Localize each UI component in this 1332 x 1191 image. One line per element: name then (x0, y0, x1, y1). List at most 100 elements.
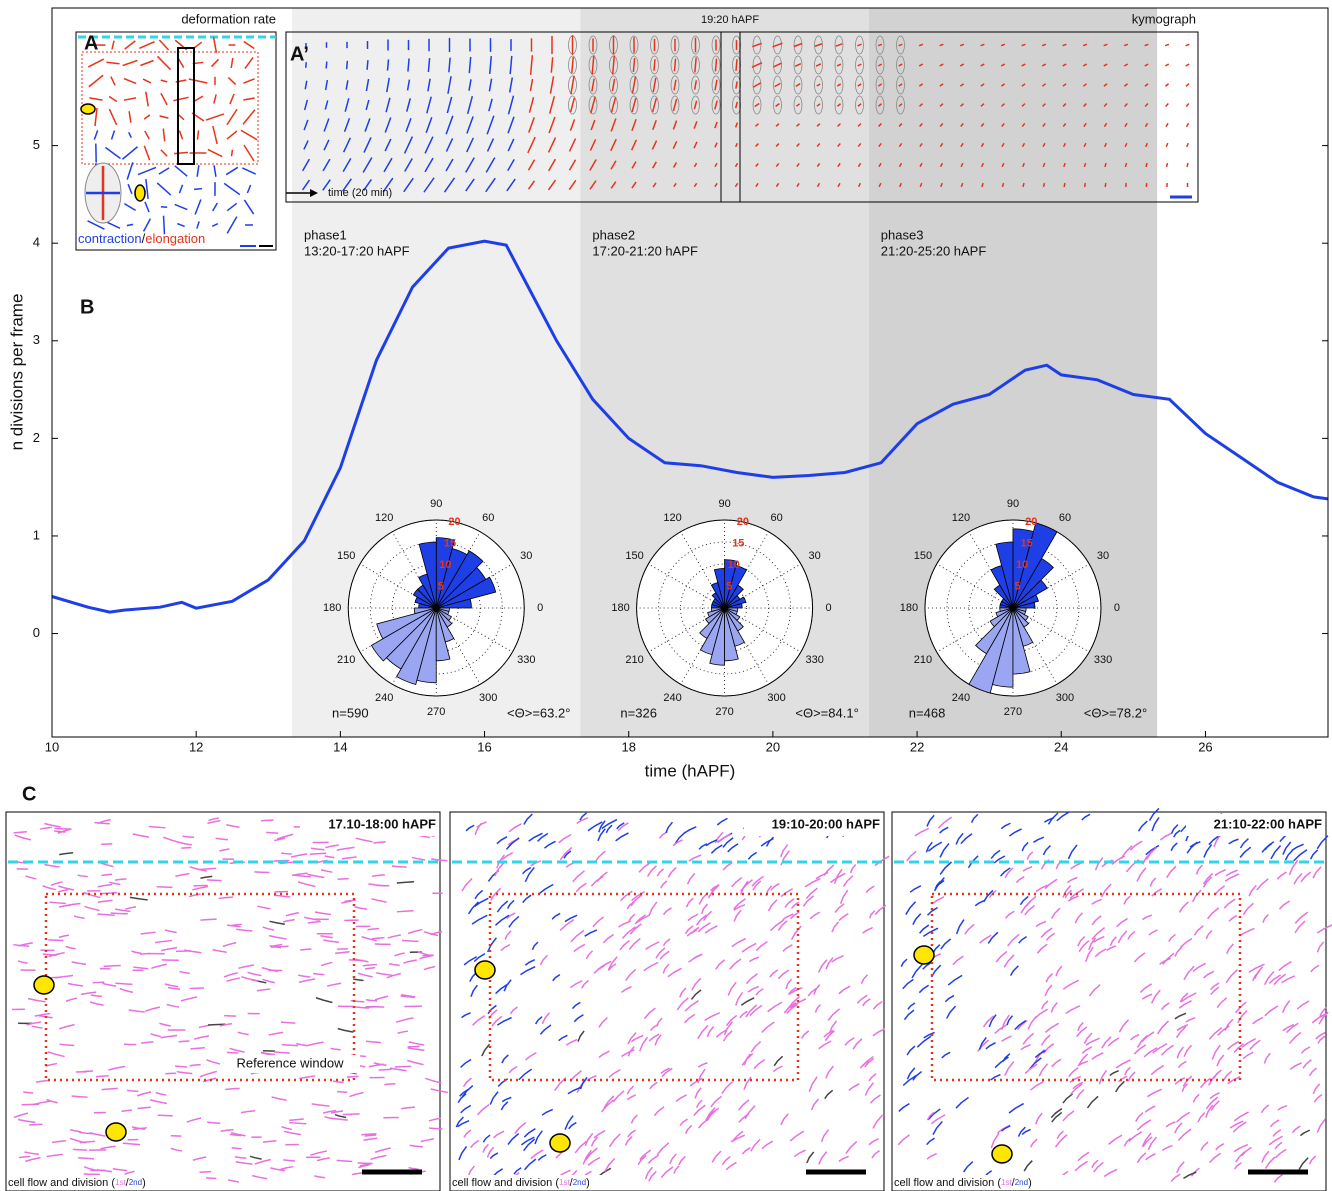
flow-track (675, 1094, 687, 1103)
flow-track (912, 913, 922, 925)
strain-glyph (548, 116, 556, 134)
flow-track (54, 827, 72, 830)
flow-track (364, 1134, 377, 1137)
deformation-glyph (124, 202, 136, 212)
strain-ellipse (752, 95, 762, 115)
strain-glyph (836, 83, 842, 87)
deformation-glyph (213, 94, 217, 104)
flow-track (95, 1075, 109, 1078)
strain-glyph (1144, 83, 1149, 87)
deformation-glyph (110, 76, 116, 86)
flow-track (500, 1101, 509, 1111)
flow-track (617, 822, 629, 831)
flow-track (522, 866, 532, 875)
flow-track (554, 1077, 567, 1091)
panel-a-title: deformation rate (181, 11, 276, 26)
flow-track (384, 1083, 396, 1086)
strain-glyph (939, 142, 944, 148)
flow-track (1203, 970, 1215, 979)
flow-track (235, 1160, 253, 1165)
flow-track (1217, 1025, 1230, 1036)
flow-track (601, 818, 618, 830)
strain-glyph (550, 57, 554, 73)
flow-track (685, 897, 694, 908)
strain-glyph (796, 182, 800, 188)
flow-track (323, 939, 340, 944)
strain-glyph (857, 83, 862, 87)
flow-track (940, 938, 952, 950)
strain-glyph (1186, 162, 1189, 168)
strain-glyph (423, 177, 435, 193)
flow-track (829, 872, 846, 884)
flow-track (952, 955, 964, 966)
flow-track (501, 852, 514, 861)
flow-track (988, 889, 997, 899)
flow-track (715, 1028, 728, 1038)
strain-glyph (898, 63, 903, 67)
flow-track (161, 946, 178, 952)
strain-glyph (363, 179, 372, 191)
strain-glyph (878, 142, 882, 148)
strain-glyph (1083, 182, 1087, 188)
strain-ellipse (855, 95, 864, 115)
flow-track (1004, 1061, 1015, 1076)
strain-ellipse (711, 35, 721, 55)
flow-track (733, 903, 746, 911)
strain-glyph (1022, 162, 1025, 168)
flow-track (571, 1001, 581, 1010)
flow-track (359, 1163, 372, 1167)
strain-ellipse (752, 35, 762, 55)
flow-track (643, 1007, 656, 1020)
rose-ring (924, 519, 1102, 697)
flow-track (145, 1006, 161, 1012)
flow-track (537, 1154, 547, 1161)
flow-track (789, 1130, 805, 1142)
flow-track (194, 1035, 210, 1040)
flow-track (1200, 1077, 1211, 1089)
flow-track (1209, 1091, 1220, 1100)
flow-track (192, 885, 209, 891)
legend-part: ) (586, 1177, 590, 1189)
rose-angle-label: 240 (952, 692, 970, 704)
flow-track (159, 1022, 171, 1027)
deformation-glyph (177, 222, 185, 228)
flow-track (565, 1038, 578, 1046)
flow-track (489, 1091, 499, 1105)
flow-track (1274, 1148, 1287, 1159)
flow-track (809, 911, 821, 920)
strain-glyph (529, 78, 534, 92)
flow-track (1308, 1067, 1317, 1077)
flow-track (1291, 1125, 1301, 1134)
flow-track (600, 1099, 615, 1113)
flow-track (1300, 1046, 1311, 1054)
reference-label: Reference window (237, 1055, 345, 1070)
flow-track (58, 1023, 75, 1030)
deformation-glyph (196, 130, 200, 140)
flow-track (750, 1138, 761, 1152)
flow-track (337, 1027, 354, 1033)
rose-wedge (724, 607, 745, 647)
deformation-glyph (124, 40, 136, 50)
flow-track (332, 1080, 344, 1084)
strain-glyph (918, 103, 924, 107)
flow-track (208, 817, 219, 822)
strain-glyph (775, 103, 780, 107)
flow-track (1036, 943, 1048, 954)
legend-part: ) (1028, 1177, 1032, 1189)
flow-track (47, 1051, 65, 1058)
flow-track (175, 950, 191, 953)
rose-radius-label: 5 (1014, 580, 1020, 592)
flow-track (463, 956, 478, 966)
flow-track (97, 883, 113, 888)
flow-track (612, 1090, 625, 1103)
x-tick-label: 12 (189, 739, 203, 754)
flow-track (656, 1017, 663, 1027)
strain-glyph (1042, 182, 1046, 188)
strain-glyph (345, 60, 349, 70)
flow-track (1209, 1152, 1221, 1164)
flow-track (396, 880, 415, 884)
flow-track (1044, 984, 1053, 997)
flow-track (697, 922, 711, 933)
rose-radius-label: 5 (726, 580, 732, 592)
flow-track (334, 1113, 347, 1119)
